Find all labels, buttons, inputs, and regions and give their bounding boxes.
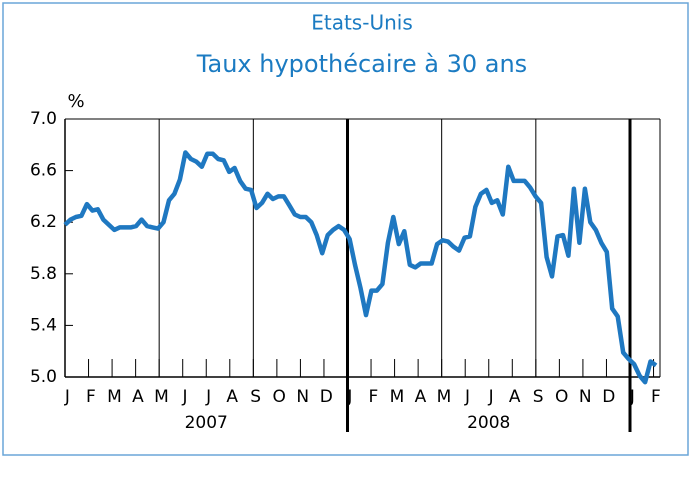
x-tick-label: S (250, 387, 261, 407)
x-tick-label: M (390, 387, 405, 407)
x-tick-label: A (415, 387, 427, 407)
x-tick-label: J (464, 387, 470, 407)
data-line (63, 150, 658, 385)
x-tick-label: M (437, 387, 452, 407)
x-tick-label: J (205, 387, 211, 407)
y-tick-label: 6.6 (30, 161, 57, 181)
x-tick-label: J (64, 387, 70, 407)
y-tick-label: 7.0 (30, 109, 57, 129)
year-label: 2008 (467, 413, 510, 433)
x-tick-label: O (555, 387, 568, 407)
y-tick-label: 5.8 (30, 264, 57, 284)
x-tick-label: J (182, 387, 188, 407)
x-tick-label: N (296, 387, 309, 407)
x-tick-label: F (86, 387, 96, 407)
year-label: 2007 (185, 413, 228, 433)
x-tick-label: F (369, 387, 379, 407)
x-tick-label: D (602, 387, 615, 407)
x-tick-label: J (629, 387, 635, 407)
x-tick-label: S (533, 387, 544, 407)
x-tick-label: A (132, 387, 144, 407)
y-axis-label: % (67, 91, 84, 112)
x-tick-label: M (107, 387, 122, 407)
x-tick-label: D (320, 387, 333, 407)
chart-title: Etats-Unis (311, 11, 413, 35)
x-tick-label: J (346, 387, 352, 407)
x-tick-label: M (154, 387, 169, 407)
y-tick-label: 6.2 (30, 212, 57, 232)
x-tick-label: O (273, 387, 286, 407)
x-tick-label: A (226, 387, 238, 407)
y-tick-label: 5.4 (30, 315, 57, 335)
x-tick-label: J (488, 387, 494, 407)
x-tick-label: F (651, 387, 661, 407)
x-tick-label: A (509, 387, 521, 407)
y-tick-label: 5.0 (30, 367, 57, 387)
x-tick-label: N (579, 387, 592, 407)
chart-subtitle: Taux hypothécaire à 30 ans (196, 50, 527, 78)
frame (2, 2, 689, 456)
